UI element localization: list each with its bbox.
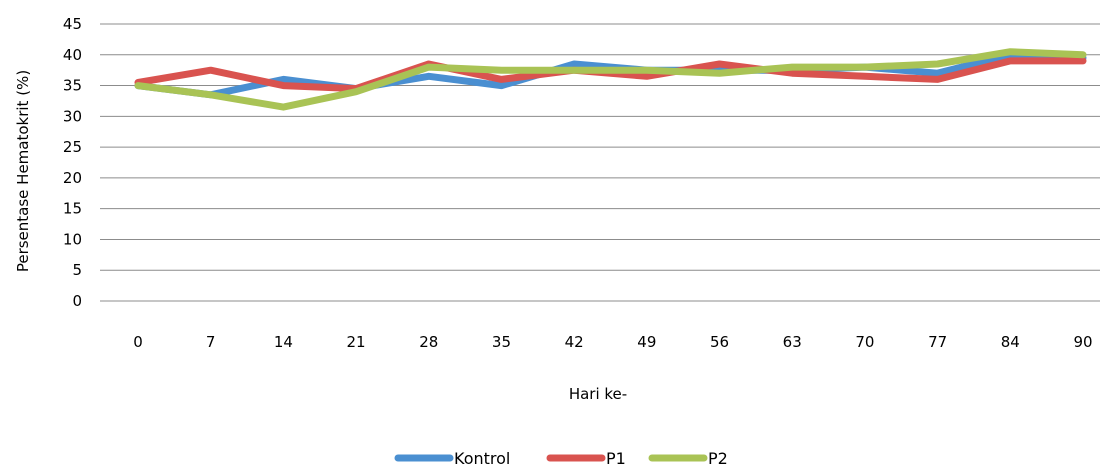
x-tick-label-49: 49 bbox=[637, 333, 656, 351]
legend-label-p1: P1 bbox=[606, 449, 626, 468]
x-tick-label-77: 77 bbox=[928, 333, 947, 351]
y-tick-label-15: 15 bbox=[63, 200, 82, 218]
x-tick-label-21: 21 bbox=[347, 333, 366, 351]
y-tick-label-25: 25 bbox=[63, 138, 82, 156]
y-tick-label-35: 35 bbox=[63, 77, 82, 95]
x-tick-label-7: 7 bbox=[206, 333, 216, 351]
gridlines bbox=[100, 23, 1100, 302]
series-lines bbox=[134, 48, 1087, 111]
series-line-p2 bbox=[134, 48, 1087, 111]
x-tick-label-28: 28 bbox=[419, 333, 438, 351]
x-tick-label-70: 70 bbox=[855, 333, 874, 351]
x-tick-label-56: 56 bbox=[710, 333, 729, 351]
y-tick-label-30: 30 bbox=[63, 107, 82, 125]
x-tick-label-14: 14 bbox=[274, 333, 293, 351]
y-axis-ticks: 0 5 10 15 20 25 30 35 40 45 bbox=[63, 15, 82, 310]
y-tick-label-45: 45 bbox=[63, 15, 82, 33]
x-tick-label-84: 84 bbox=[1001, 333, 1020, 351]
x-tick-label-35: 35 bbox=[492, 333, 511, 351]
x-tick-label-0: 0 bbox=[133, 333, 143, 351]
x-tick-label-90: 90 bbox=[1073, 333, 1092, 351]
y-tick-label-40: 40 bbox=[63, 46, 82, 64]
x-axis-label: Hari ke- bbox=[569, 385, 627, 403]
x-tick-label-63: 63 bbox=[783, 333, 802, 351]
x-tick-label-42: 42 bbox=[565, 333, 584, 351]
y-axis-label: Persentase Hematokrit (%) bbox=[14, 70, 32, 272]
y-tick-label-10: 10 bbox=[63, 230, 82, 248]
legend-label-p2: P2 bbox=[708, 449, 728, 468]
y-tick-label-5: 5 bbox=[72, 261, 82, 279]
y-tick-label-0: 0 bbox=[72, 292, 82, 310]
y-tick-label-20: 20 bbox=[63, 169, 82, 187]
x-axis-ticks: 0 7 14 21 28 35 42 49 56 63 70 77 84 90 bbox=[133, 333, 1092, 351]
legend: Kontrol P1 P2 bbox=[394, 449, 728, 468]
legend-label-kontrol: Kontrol bbox=[454, 449, 510, 468]
